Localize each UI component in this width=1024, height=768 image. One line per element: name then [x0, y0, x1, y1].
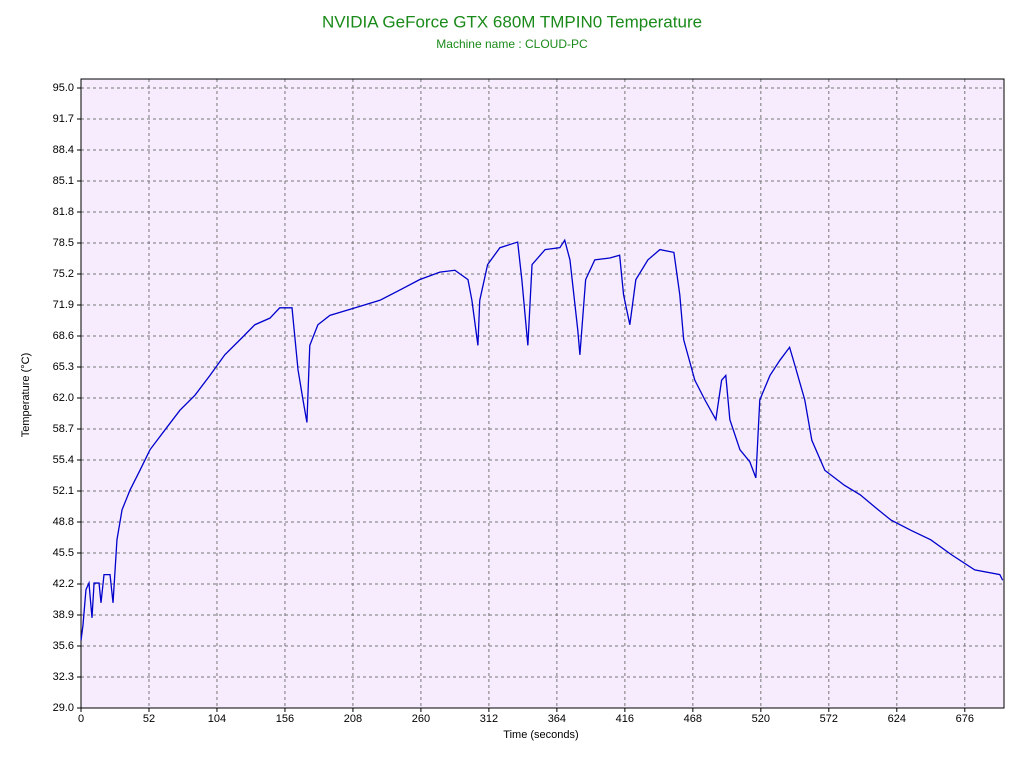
y-tick-label: 68.6 — [53, 330, 74, 342]
y-tick-label: 42.2 — [53, 578, 74, 590]
y-tick-label: 85.1 — [53, 175, 74, 187]
y-tick-label: 32.3 — [53, 671, 74, 683]
y-tick-label: 35.6 — [53, 640, 74, 652]
y-tick-label: 65.3 — [53, 361, 74, 373]
x-tick-label: 572 — [820, 713, 838, 725]
x-tick-label: 468 — [684, 713, 702, 725]
y-tick-label: 71.9 — [53, 299, 74, 311]
plot-border — [80, 78, 1005, 709]
y-tick-label: 48.8 — [53, 516, 74, 528]
x-axis-label: Time (seconds) — [503, 729, 578, 741]
y-tick-label: 45.5 — [53, 547, 74, 559]
x-tick-label: 312 — [480, 713, 498, 725]
x-tick-label: 104 — [208, 713, 226, 725]
x-tick-label: 208 — [344, 713, 362, 725]
x-tick-label: 260 — [412, 713, 430, 725]
x-tick-label: 676 — [956, 713, 974, 725]
y-tick-label: 58.7 — [53, 423, 74, 435]
chart-subtitle: Machine name : CLOUD-PC — [436, 37, 588, 51]
y-tick-label: 88.4 — [53, 144, 74, 156]
y-tick-label: 55.4 — [53, 454, 74, 466]
y-axis-label: Temperature (°C) — [20, 353, 32, 437]
y-tick-label: 78.5 — [53, 237, 74, 249]
y-tick-label: 38.9 — [53, 609, 74, 621]
y-tick-label: 62.0 — [53, 392, 74, 404]
x-tick-label: 156 — [276, 713, 294, 725]
x-tick-label: 364 — [548, 713, 566, 725]
plot-area — [81, 79, 1004, 708]
chart-title: NVIDIA GeForce GTX 680M TMPIN0 Temperatu… — [322, 12, 702, 31]
y-tick-label: 52.1 — [53, 485, 74, 497]
x-tick-label: 0 — [78, 713, 84, 725]
x-tick-label: 416 — [616, 713, 634, 725]
y-tick-label: 81.8 — [53, 206, 74, 218]
y-tick-label: 91.7 — [53, 113, 74, 125]
y-tick-label: 29.0 — [53, 702, 74, 714]
x-tick-label: 624 — [888, 713, 906, 725]
x-tick-label: 52 — [143, 713, 155, 725]
y-tick-label: 95.0 — [53, 82, 74, 94]
y-tick-label: 75.2 — [53, 268, 74, 280]
data-line — [80, 238, 1004, 641]
x-tick-label: 520 — [752, 713, 770, 725]
